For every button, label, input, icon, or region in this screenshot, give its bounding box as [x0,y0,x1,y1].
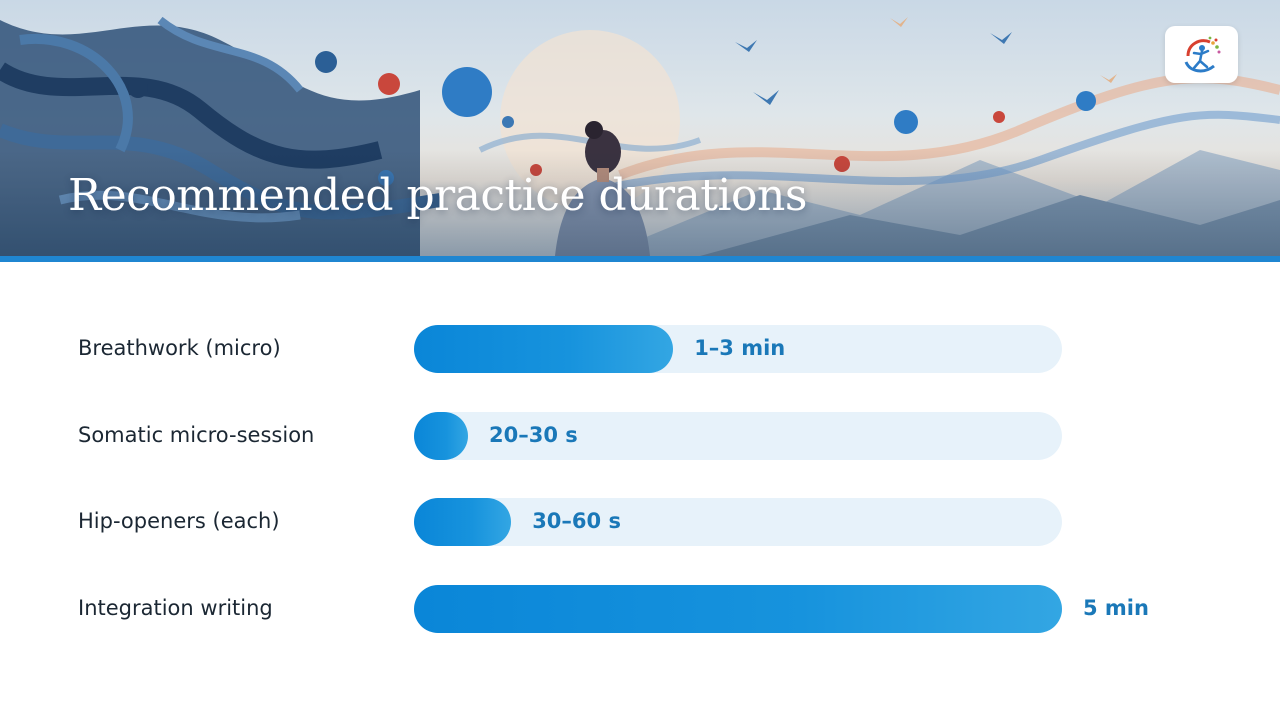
bar-value-label: 1–3 min [694,336,786,360]
duration-bar-chart: Breathwork (micro) 1–3 min Somatic micro-s… [0,262,1280,720]
duration-bar [414,585,1062,634]
header-accent-line [0,256,1280,262]
category-label: Integration writing [78,596,273,621]
duration-bar [414,325,674,373]
bar-value-label: 5 min [1083,596,1149,621]
brand-logo [1165,26,1238,83]
duration-bar [414,498,512,547]
bar-track [414,498,1062,547]
category-label: Somatic micro-session [78,422,315,447]
bar-value-label: 30–60 s [532,509,621,534]
slide-title: Recommended practice durations [68,170,807,221]
leaping-figure-logo-icon [1184,36,1220,72]
category-label: Breathwork (micro) [78,336,281,360]
meditation-illustration [0,16,1280,256]
bar-track [414,411,1062,460]
duration-bar [414,411,468,460]
bar-value-label: 20–30 s [489,422,578,447]
category-label: Hip-openers (each) [78,509,280,534]
hero-banner: Recommended practice durations [0,0,1280,256]
